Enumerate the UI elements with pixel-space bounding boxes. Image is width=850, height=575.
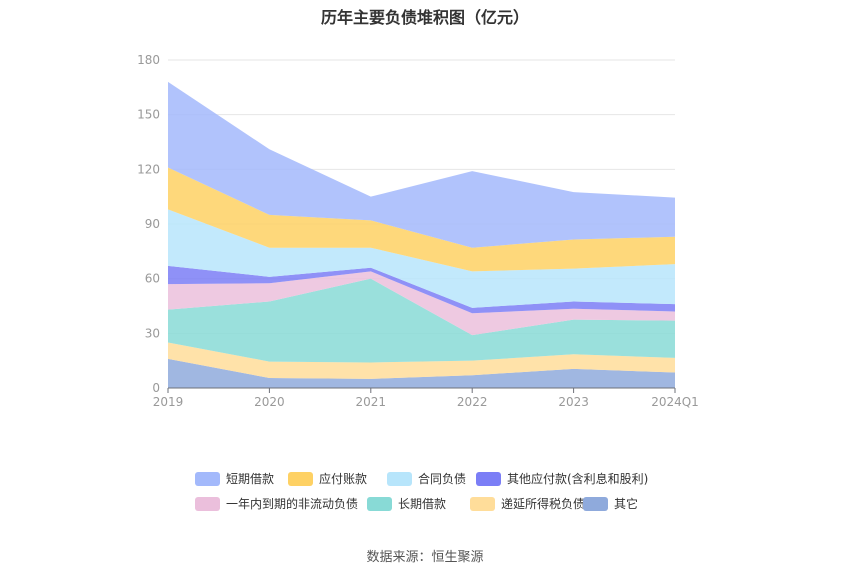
legend-swatch	[195, 471, 220, 486]
legend-swatch	[387, 471, 412, 486]
legend-item[interactable]: 其它	[583, 495, 638, 512]
area-series	[168, 358, 675, 388]
legend-label: 长期借款	[398, 497, 447, 511]
area-series	[168, 265, 675, 314]
legend-item[interactable]: 合同负债	[387, 470, 466, 487]
legend-swatch	[367, 496, 392, 511]
x-tick-label: 2024Q1	[651, 395, 699, 409]
area-series	[168, 342, 675, 379]
area-series	[168, 278, 675, 363]
legend-label: 合同负债	[418, 472, 467, 486]
legend-label: 递延所得税负债	[501, 497, 586, 511]
legend-swatch	[470, 496, 495, 511]
data-source: 数据来源：恒生聚源	[366, 550, 484, 565]
legend-swatch	[583, 496, 608, 511]
legend-label: 短期借款	[226, 472, 275, 486]
y-tick-label: 60	[145, 272, 160, 286]
y-tick-label: 90	[145, 217, 160, 231]
legend-label: 其它	[614, 497, 639, 511]
legend-label: 其他应付款(含利息和股利)	[507, 472, 649, 486]
chart-title: 历年主要负债堆积图（亿元）	[320, 8, 529, 27]
chart-area: 0 30 60 90 120 150 180 2019 2020 2021 2022 2023 2024…	[137, 53, 699, 409]
legend-item[interactable]: 短期借款	[195, 470, 274, 487]
legend-swatch	[476, 471, 501, 486]
x-tick-label: 2020	[254, 395, 285, 409]
legend-swatch	[288, 471, 313, 486]
x-tick-label: 2021	[356, 395, 387, 409]
legend-item[interactable]: 递延所得税负债	[470, 495, 585, 512]
y-tick-label: 0	[152, 381, 160, 395]
y-tick-label: 180	[137, 53, 160, 67]
x-tick-label: 2019	[153, 395, 184, 409]
legend-label: 应付账款	[319, 472, 368, 486]
legend-item[interactable]: 长期借款	[367, 495, 446, 512]
area-series	[168, 209, 675, 308]
x-tick-label: 2023	[558, 395, 589, 409]
legend-item[interactable]: 一年内到期的非流动负债	[195, 495, 358, 512]
area-series	[168, 167, 675, 272]
x-tick-label: 2022	[457, 395, 488, 409]
area-series	[168, 81, 675, 248]
area-series	[168, 271, 675, 336]
legend-item[interactable]: 其他应付款(含利息和股利)	[476, 470, 648, 487]
legend-item[interactable]: 应付账款	[288, 470, 367, 487]
y-tick-label: 120	[137, 162, 160, 176]
legend-label: 一年内到期的非流动负债	[226, 497, 359, 511]
y-tick-label: 150	[137, 108, 160, 122]
legend-swatch	[195, 496, 220, 511]
y-tick-label: 30	[145, 326, 160, 340]
